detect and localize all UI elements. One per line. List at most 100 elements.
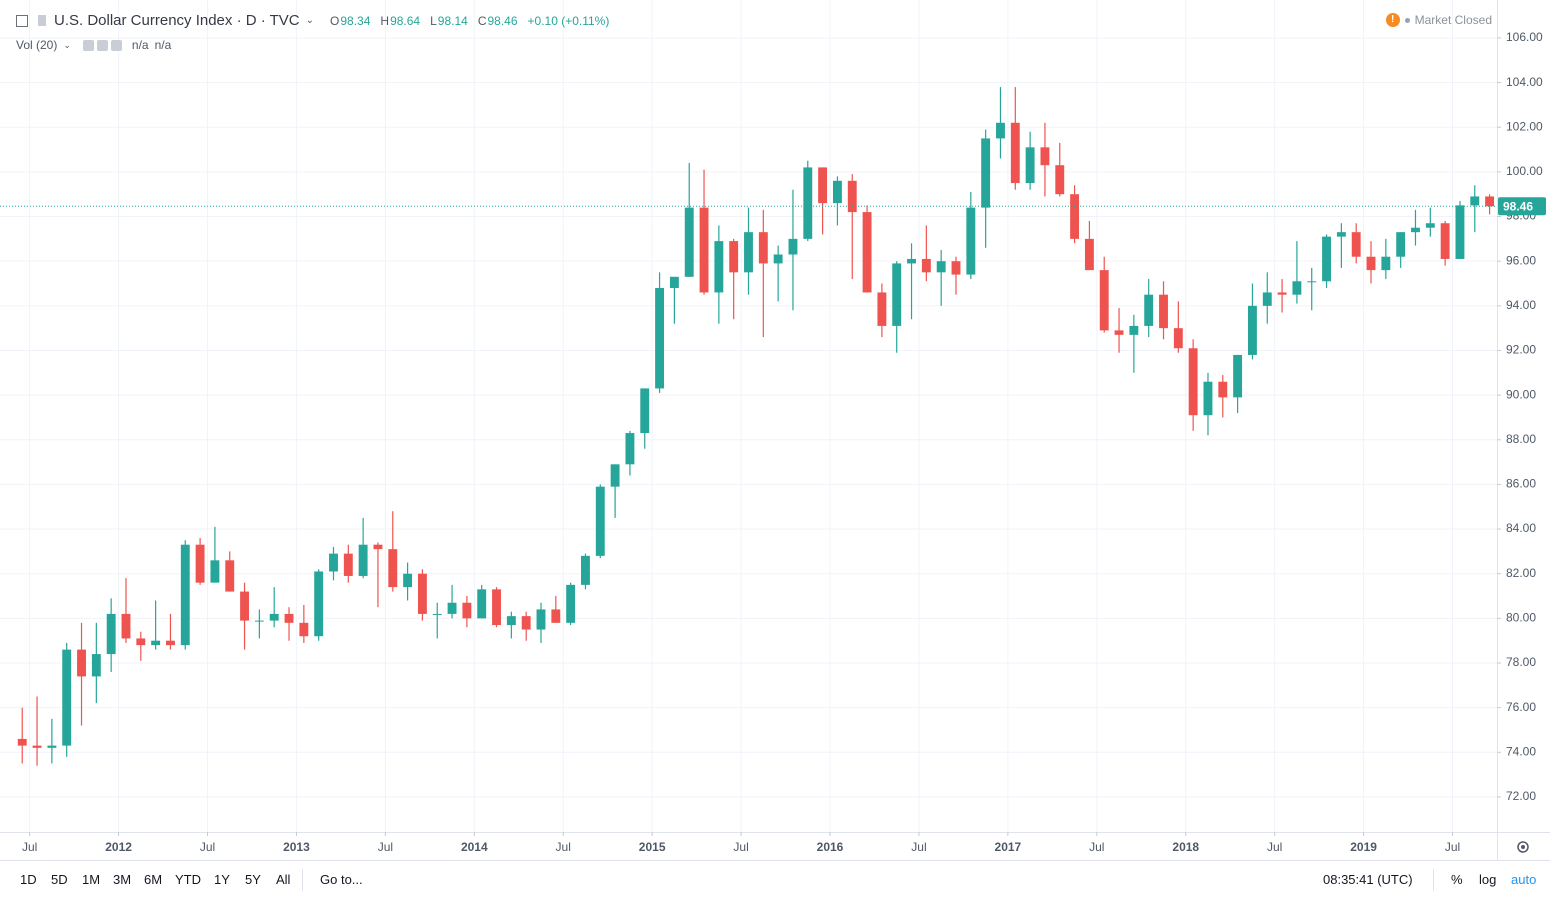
candle-body — [862, 212, 872, 293]
y-tick-label: 82.00 — [1506, 566, 1536, 580]
symbol[interactable]: U.S. Dollar Currency Index · D · TVC — [54, 12, 300, 29]
warning-icon[interactable]: ! — [1385, 13, 1400, 27]
candle-body — [803, 167, 813, 239]
candle-body — [996, 122, 1005, 139]
candle-body — [151, 640, 161, 646]
price-label: 98.46 — [1503, 199, 1533, 213]
open-key: O — [330, 13, 340, 28]
range-button[interactable]: 3M — [113, 872, 132, 887]
flag-icon — [38, 15, 46, 26]
dropdown[interactable]: ⌄ — [305, 15, 315, 26]
y-tick-label: 96.00 — [1506, 253, 1536, 267]
separator — [1433, 869, 1434, 891]
y-tick-label: 72.00 — [1506, 789, 1536, 803]
x-tick-label: Jul — [733, 840, 748, 854]
y-tick-label: 76.00 — [1506, 700, 1536, 714]
candle-body — [47, 745, 57, 748]
range-button[interactable]: 5D — [51, 872, 68, 887]
candle-body — [1099, 270, 1109, 331]
x-tick-label: Jul — [1445, 840, 1460, 854]
candle-body — [1440, 223, 1450, 259]
auto-toggle[interactable]: auto — [1511, 872, 1537, 887]
candle-body — [1455, 205, 1465, 259]
candle-body — [106, 613, 116, 655]
candle-body — [877, 292, 887, 326]
range-button[interactable]: 1D — [20, 872, 37, 887]
range-button[interactable]: 1M — [82, 872, 101, 887]
candle-body — [1425, 223, 1435, 228]
market-status: ! Market Closed — [1385, 13, 1492, 27]
range-button[interactable]: 5Y — [245, 872, 261, 887]
volume-value: n/a — [131, 38, 149, 52]
candle-body — [1114, 330, 1124, 335]
log-toggle[interactable]: log — [1479, 872, 1497, 887]
candle-body — [1159, 294, 1168, 329]
x-tick-label: 2016 — [817, 840, 844, 854]
x-tick-label: 2012 — [105, 840, 132, 854]
candle-body — [329, 553, 338, 572]
low-value: 98.14 — [437, 13, 468, 28]
volume-legend: Vol (20) ⌄ n/a n/a — [16, 38, 171, 52]
candle-body — [951, 261, 961, 275]
close-value: 98.46 — [487, 13, 518, 28]
settings-icon[interactable] — [96, 39, 108, 51]
candle-body — [506, 616, 516, 626]
y-tick-label: 80.00 — [1506, 611, 1536, 625]
low-key: L — [430, 13, 437, 28]
candle-body — [1336, 232, 1346, 237]
candle-body — [936, 261, 946, 273]
percent-toggle[interactable]: % — [1451, 872, 1463, 887]
candle-body — [77, 649, 86, 677]
candle-body — [1351, 232, 1361, 257]
range-button[interactable]: All — [276, 872, 291, 887]
candle-body — [892, 263, 902, 326]
dropdown[interactable]: ⌄ — [63, 39, 71, 50]
candle-body — [566, 584, 576, 623]
candle-body — [284, 613, 294, 623]
y-tick-label: 104.00 — [1506, 75, 1543, 89]
candle-body — [1040, 147, 1050, 166]
candle-body — [1247, 305, 1257, 355]
remove-icon[interactable] — [110, 39, 122, 51]
change: +0.10 (+0.11%) — [527, 13, 610, 28]
candle-body — [773, 254, 783, 264]
x-tick-label: Jul — [378, 840, 393, 854]
range-button[interactable]: 6M — [144, 872, 163, 887]
x-tick-label: 2018 — [1172, 840, 1199, 854]
close-key: C — [477, 13, 487, 28]
candle-body — [1411, 227, 1420, 233]
candle-body — [1025, 147, 1035, 184]
range-button[interactable]: YTD — [175, 872, 201, 887]
x-tick-label: Jul — [1267, 840, 1282, 854]
y-tick-label: 100.00 — [1506, 164, 1543, 178]
candle-body — [921, 258, 931, 273]
candle-body — [373, 544, 383, 550]
candle-body — [314, 571, 324, 637]
collapse-icon[interactable] — [16, 14, 28, 27]
range-button[interactable]: 1Y — [214, 872, 230, 887]
candle-body — [1173, 328, 1183, 349]
candle-body — [1322, 236, 1331, 282]
candle-body — [299, 622, 309, 637]
candle-body — [269, 613, 279, 621]
y-tick-label: 106.00 — [1506, 30, 1543, 44]
y-tick-label: 84.00 — [1506, 521, 1536, 535]
visibility-icon[interactable] — [82, 39, 94, 51]
candle-body — [966, 207, 976, 275]
candle-body — [669, 276, 679, 288]
settings-icon[interactable] — [1517, 841, 1529, 853]
candle-body — [225, 560, 235, 592]
candle-body — [1277, 292, 1287, 295]
goto-button[interactable]: Go to... — [320, 872, 363, 887]
status-text: Market Closed — [1414, 13, 1492, 27]
candle-body — [492, 589, 501, 626]
candle-body — [1396, 232, 1406, 257]
candle-body — [655, 287, 665, 389]
time-axis-border — [0, 832, 1550, 833]
high-key: H — [380, 13, 390, 28]
legend: U.S. Dollar Currency Index · D · TVC ⌄ O 9… — [16, 12, 609, 29]
volume-name[interactable]: Vol (20) — [16, 38, 58, 52]
x-tick-label: Jul — [556, 840, 571, 854]
candle-body — [1188, 348, 1198, 416]
